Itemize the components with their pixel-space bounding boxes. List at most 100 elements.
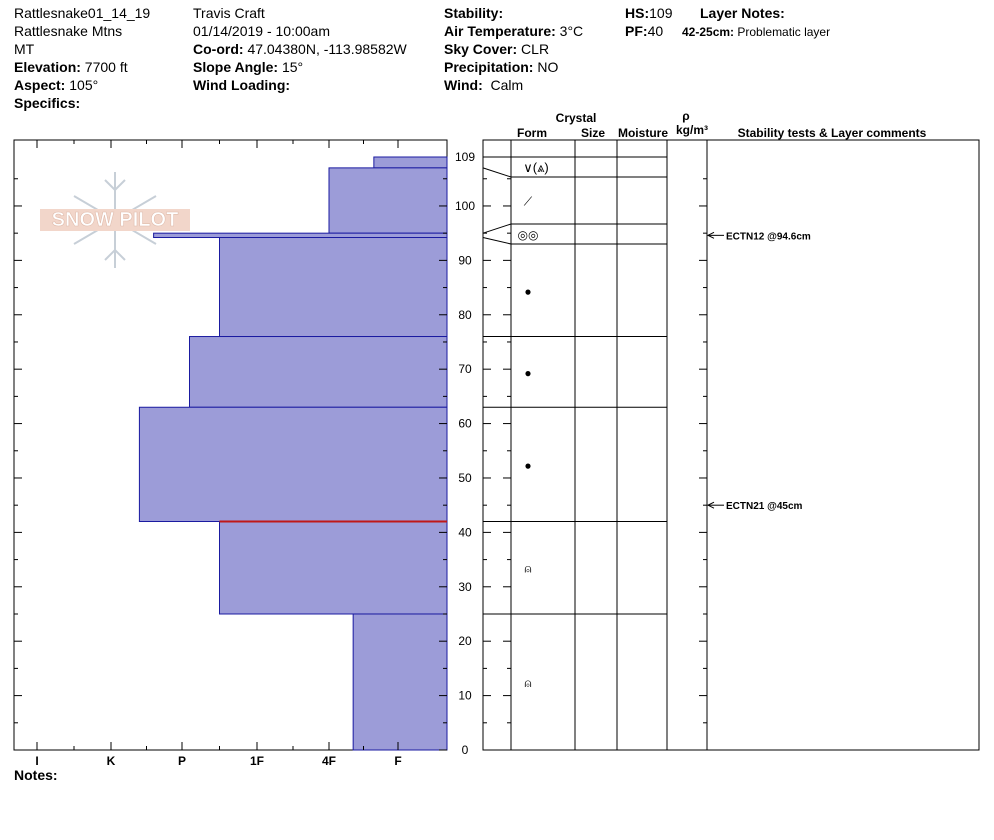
stability-row: Stability: bbox=[444, 4, 583, 22]
layer-notes-label: Layer Notes: bbox=[700, 5, 785, 21]
grain-form-symbol: ● bbox=[524, 284, 531, 298]
stability-test-arrowhead bbox=[706, 231, 715, 239]
stability-header: Stability tests & Layer comments bbox=[738, 126, 927, 140]
grain-form-symbol: ∨(⩓) bbox=[523, 160, 549, 175]
slope-label: Slope Angle: bbox=[193, 59, 279, 75]
profile-range: Rattlesnake Mtns bbox=[14, 23, 123, 39]
notes-row: Notes: bbox=[14, 766, 58, 784]
height-tick-label: 109 bbox=[455, 150, 475, 164]
hardness-layers bbox=[138, 156, 448, 751]
hardness-tick-label: K bbox=[107, 754, 116, 768]
aspect-row: Aspect: 105° bbox=[14, 76, 150, 94]
rho-header: ρ bbox=[682, 109, 689, 123]
precip-label: Precipitation: bbox=[444, 59, 534, 75]
layer-note-row: 42-25cm: Problematic layer bbox=[682, 23, 830, 41]
grain-form-symbol: ⍝ bbox=[524, 676, 531, 690]
height-tick-label: 90 bbox=[458, 253, 472, 267]
height-tick-label: 50 bbox=[458, 471, 472, 485]
table-row-connector bbox=[482, 237, 512, 245]
layer-table-header: Crystal Form Size Moisture ρ kg/m³ Stabi… bbox=[517, 109, 927, 140]
hardness-tick-label: I bbox=[35, 754, 38, 768]
height-tick-label: 20 bbox=[458, 634, 472, 648]
crystal-header: Crystal bbox=[556, 111, 597, 125]
aspect-value: 105° bbox=[69, 77, 99, 93]
precip-row: Precipitation: NO bbox=[444, 58, 583, 76]
sky-label: Sky Cover: bbox=[444, 41, 518, 57]
profile-name: Rattlesnake01_14_19 bbox=[14, 5, 151, 21]
elevation-label: Elevation: bbox=[14, 59, 81, 75]
height-tick-label: 10 bbox=[458, 689, 472, 703]
profile-info: Rattlesnake01_14_19 Rattlesnake Mtns MT … bbox=[14, 4, 150, 112]
layer-note-range: 42-25cm: bbox=[682, 25, 735, 39]
precip-value: NO bbox=[537, 59, 559, 75]
hs-row: HS:109 bbox=[625, 4, 672, 22]
wind-row: Wind: Calm bbox=[444, 76, 583, 94]
air-temp-row: Air Temperature: 3°C bbox=[444, 22, 583, 40]
conditions-info: Stability: Air Temperature: 3°C Sky Cove… bbox=[444, 4, 583, 94]
watermark-band bbox=[40, 209, 190, 231]
hardness-bar bbox=[328, 167, 448, 234]
grain-form-symbol: ● bbox=[524, 366, 531, 380]
air-temp-label: Air Temperature: bbox=[444, 23, 556, 39]
hs-label: HS: bbox=[625, 5, 650, 21]
height-tick-label: 70 bbox=[458, 362, 472, 376]
layer-note-text: Problematic layer bbox=[737, 25, 831, 39]
watermark-text: SNOW PILOT bbox=[52, 209, 179, 231]
moisture-header: Moisture bbox=[618, 126, 668, 140]
layer-notes-info: Layer Notes: bbox=[700, 4, 785, 22]
observation-datetime: 01/14/2019 - 10:00am bbox=[193, 23, 330, 39]
height-axis: 0 10 20 30 40 50 60 70 80 90 100 109 bbox=[14, 150, 707, 757]
hardness-bar bbox=[373, 156, 448, 169]
notes-label: Notes: bbox=[14, 767, 58, 783]
hardness-tick-label: F bbox=[394, 754, 401, 768]
table-row-connector bbox=[482, 167, 512, 178]
grain-form-symbol: ● bbox=[524, 458, 531, 472]
coord-row: Co-ord: 47.04380N, -113.98582W bbox=[193, 40, 407, 58]
observer-info: Travis Craft 01/14/2019 - 10:00am Co-ord… bbox=[193, 4, 407, 94]
elevation-row: Elevation: 7700 ft bbox=[14, 58, 150, 76]
aspect-label: Aspect: bbox=[14, 77, 66, 93]
wind-label: Wind: bbox=[444, 77, 483, 93]
form-header: Form bbox=[517, 126, 547, 140]
wind-value: Calm bbox=[490, 77, 524, 93]
grain-form-symbol: ⟋ bbox=[524, 195, 533, 209]
hs-value: 109 bbox=[649, 5, 673, 21]
stability-test-label: ECTN21 @45cm bbox=[726, 501, 803, 512]
profile-state: MT bbox=[14, 41, 35, 57]
air-temp-value: 3°C bbox=[559, 23, 584, 39]
height-tick-label: 80 bbox=[458, 308, 472, 322]
hardness-tick-label: 1F bbox=[250, 754, 264, 768]
slope-value: 15° bbox=[281, 59, 304, 75]
snowpilot-watermark: SNOW PILOT bbox=[40, 172, 190, 268]
hardness-bar bbox=[189, 336, 448, 408]
stability-test-label: ECTN12 @94.6cm bbox=[726, 231, 811, 242]
stability-label: Stability: bbox=[444, 5, 504, 21]
coord-label: Co-ord: bbox=[193, 41, 244, 57]
stability-test-arrowhead bbox=[706, 501, 715, 509]
height-tick-label: 40 bbox=[458, 525, 472, 539]
layer-table-frame bbox=[482, 139, 980, 751]
pf-value: 40 bbox=[647, 23, 664, 39]
table-row-connector bbox=[482, 223, 512, 234]
pf-label: PF: bbox=[625, 23, 648, 39]
hardness-tick-label: P bbox=[178, 754, 186, 768]
hardness-bar bbox=[219, 521, 448, 615]
grain-form-symbol: ◎◎ bbox=[518, 228, 539, 242]
height-tick-label: 30 bbox=[458, 580, 472, 594]
height-tick-label: 0 bbox=[462, 743, 469, 757]
elevation-value: 7700 ft bbox=[84, 59, 128, 75]
hardness-tick-label: 4F bbox=[322, 754, 336, 768]
size-header: Size bbox=[581, 126, 605, 140]
specifics-label: Specifics: bbox=[14, 95, 81, 111]
hardness-axis: I K P 1F 4F F bbox=[35, 140, 402, 768]
grain-form-symbol: ⍝ bbox=[524, 562, 531, 576]
specifics-row: Specifics: bbox=[14, 94, 150, 112]
hardness-bar bbox=[219, 237, 448, 338]
wind-loading-label: Wind Loading: bbox=[193, 77, 291, 93]
sky-value: CLR bbox=[521, 41, 550, 57]
pf-row: PF:40 bbox=[625, 22, 672, 40]
hardness-bar bbox=[138, 406, 448, 523]
slope-row: Slope Angle: 15° bbox=[193, 58, 407, 76]
density-unit-header: kg/m³ bbox=[676, 123, 708, 137]
hardness-bar bbox=[352, 613, 448, 751]
